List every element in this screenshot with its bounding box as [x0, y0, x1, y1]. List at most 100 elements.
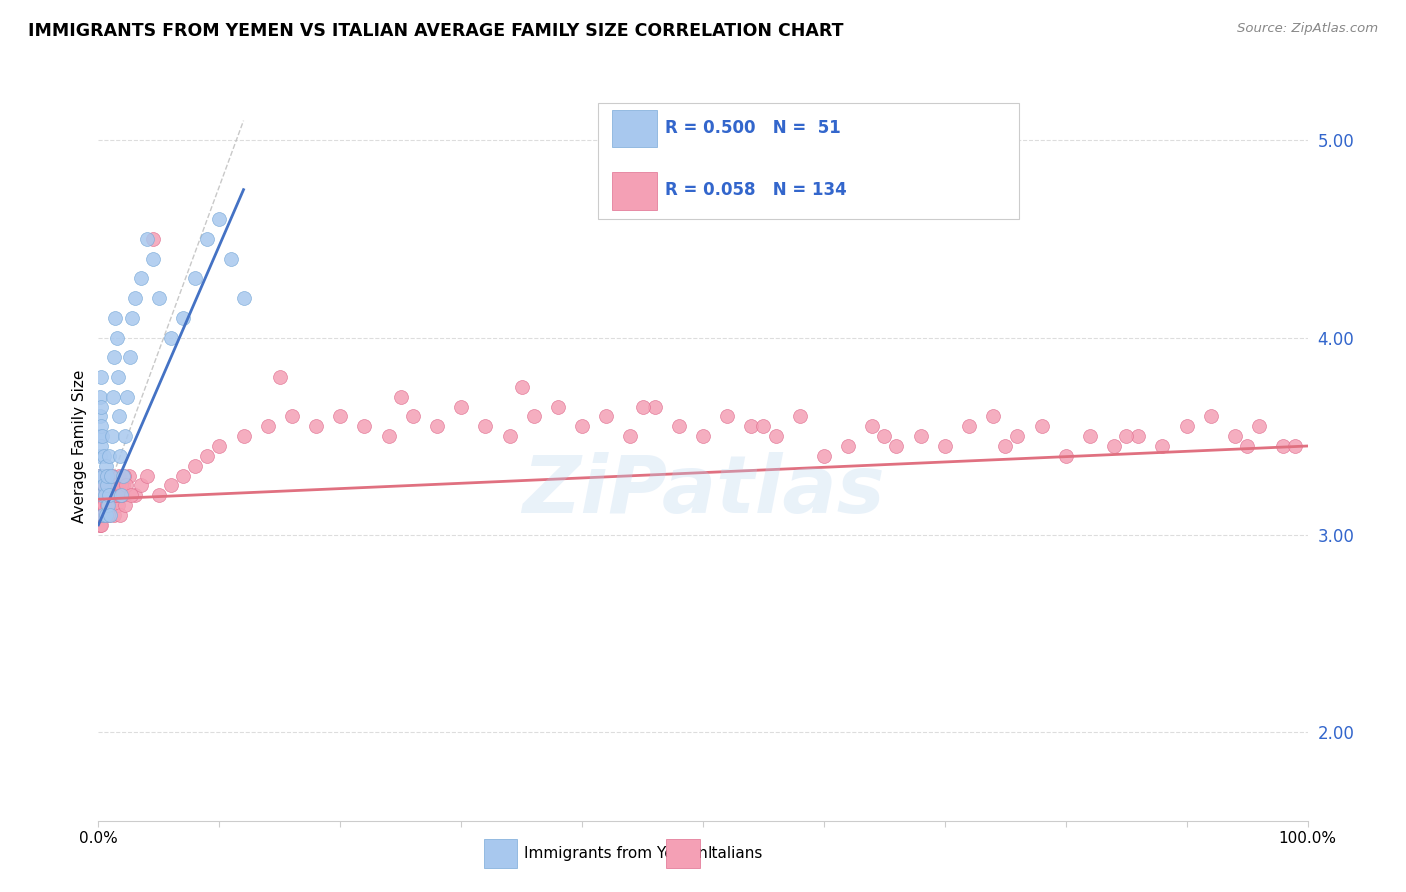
Point [89, 478, 111, 492]
Point [104, 488, 127, 502]
Point [498, 429, 520, 443]
Point [90, 370, 112, 384]
Point [789, 409, 811, 424]
Point [129, 478, 152, 492]
Point [1272, 439, 1295, 453]
Point [90, 498, 112, 512]
Point [402, 409, 425, 424]
Point [631, 400, 654, 414]
Point [98, 508, 121, 522]
Point [100, 468, 122, 483]
Point [105, 330, 128, 344]
Point [129, 271, 152, 285]
Point [94, 468, 117, 483]
Point [148, 488, 170, 502]
Point [195, 232, 218, 246]
Point [90, 478, 112, 492]
Point [1031, 419, 1053, 434]
Point [450, 400, 472, 414]
Point [101, 488, 124, 502]
Y-axis label: Average Family Size: Average Family Size [72, 369, 87, 523]
Point [96, 508, 118, 522]
Point [160, 478, 183, 492]
Point [96, 488, 118, 502]
Point [232, 291, 254, 305]
Point [135, 468, 157, 483]
Point [208, 212, 231, 227]
Point [124, 488, 146, 502]
Point [118, 468, 141, 483]
Text: IMMIGRANTS FROM YEMEN VS ITALIAN AVERAGE FAMILY SIZE CORRELATION CHART: IMMIGRANTS FROM YEMEN VS ITALIAN AVERAGE… [28, 22, 844, 40]
Point [89, 429, 111, 443]
Point [813, 449, 835, 463]
Point [105, 488, 128, 502]
Point [184, 271, 207, 285]
Point [100, 478, 122, 492]
Point [87, 488, 110, 502]
Point [90, 400, 112, 414]
Point [474, 419, 496, 434]
Text: R = 0.058   N = 134: R = 0.058 N = 134 [665, 181, 846, 199]
Text: Immigrants from Yemen: Immigrants from Yemen [524, 847, 709, 861]
Point [208, 439, 231, 453]
Point [91, 508, 114, 522]
Point [91, 478, 114, 492]
Point [934, 439, 956, 453]
Point [108, 449, 131, 463]
Point [93, 478, 115, 492]
Point [957, 419, 980, 434]
Point [114, 498, 136, 512]
Point [96, 488, 118, 502]
Point [1199, 409, 1222, 424]
Point [89, 508, 111, 522]
Point [1249, 419, 1271, 434]
Point [232, 429, 254, 443]
Point [93, 449, 115, 463]
Point [98, 488, 121, 502]
Point [107, 370, 129, 384]
Point [1175, 419, 1198, 434]
Point [111, 478, 134, 492]
Point [221, 252, 243, 266]
Point [353, 419, 375, 434]
Point [172, 468, 194, 483]
Point [100, 478, 122, 492]
Point [389, 390, 412, 404]
Point [98, 498, 121, 512]
Point [195, 449, 218, 463]
Point [142, 232, 165, 246]
Text: Source: ZipAtlas.com: Source: ZipAtlas.com [1237, 22, 1378, 36]
Point [886, 439, 908, 453]
Point [644, 400, 666, 414]
Point [860, 419, 883, 434]
Point [108, 409, 131, 424]
Point [1223, 429, 1246, 443]
Point [94, 488, 117, 502]
Point [93, 488, 115, 502]
Point [94, 488, 117, 502]
Point [117, 390, 139, 404]
Point [115, 478, 138, 492]
Point [121, 310, 143, 325]
Text: Italians: Italians [707, 847, 762, 861]
Point [94, 508, 117, 522]
Point [111, 488, 134, 502]
Point [91, 488, 114, 502]
Point [765, 429, 787, 443]
Point [96, 468, 118, 483]
Point [90, 498, 112, 512]
Point [110, 488, 132, 502]
Point [90, 517, 112, 532]
Point [100, 468, 122, 483]
Point [110, 488, 132, 502]
Point [90, 508, 112, 522]
Point [101, 488, 124, 502]
Point [90, 508, 112, 522]
Point [1078, 429, 1101, 443]
Point [91, 488, 114, 502]
Point [910, 429, 932, 443]
Point [269, 370, 291, 384]
Point [108, 468, 131, 483]
Point [595, 409, 617, 424]
Point [981, 409, 1004, 424]
